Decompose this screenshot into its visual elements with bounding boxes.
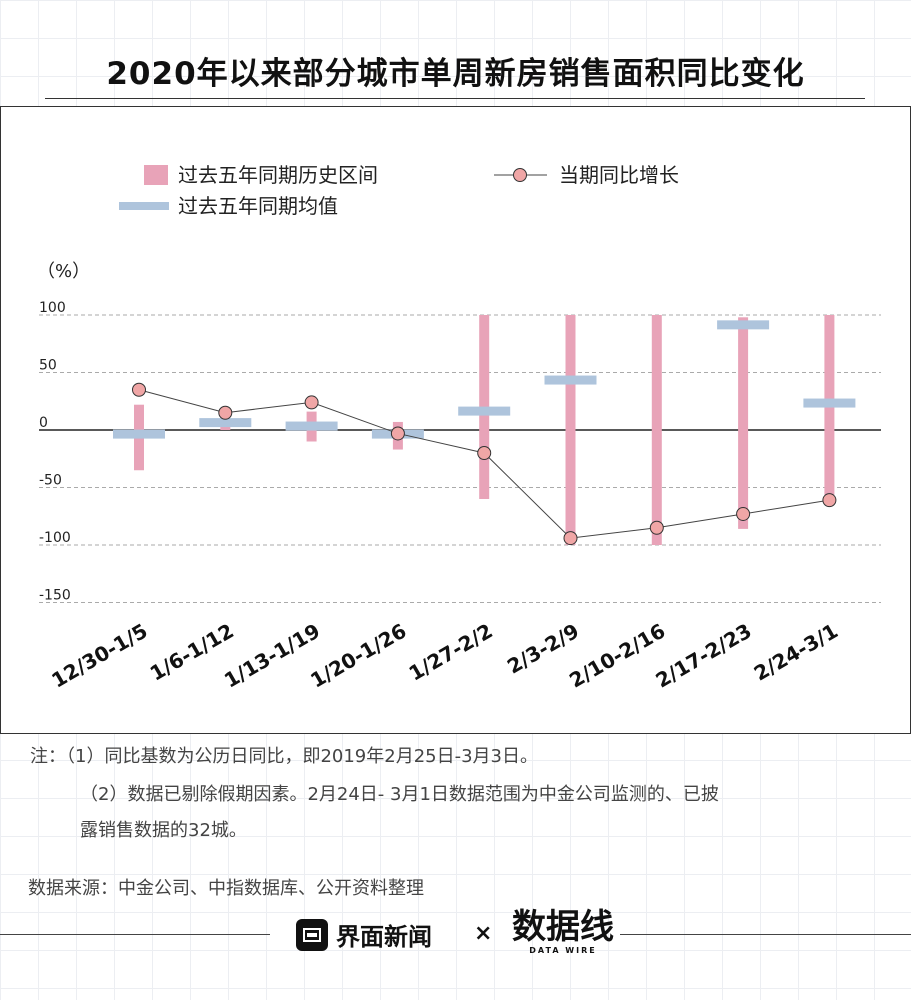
- title-divider: [45, 98, 865, 99]
- jiemian-logo: 界面新闻: [296, 917, 432, 952]
- grid-layer: [39, 314, 881, 603]
- growth-point: [649, 520, 664, 535]
- mean-bar: [803, 398, 856, 408]
- growth-point: [477, 446, 492, 460]
- legend-mean-swatch: [119, 202, 169, 210]
- footer-rule-left: [0, 934, 270, 935]
- chart-frame: 100 50 0 -50 -100 -150 （%） 12/30-1/5 1/6-1/12 1/1…: [0, 106, 911, 734]
- growth-point: [132, 382, 146, 397]
- footer-rule-right: [620, 934, 911, 935]
- growth-point: [218, 405, 233, 420]
- jiemian-logo-icon: [296, 918, 328, 951]
- legend-range-label: 过去五年同期历史区间: [178, 163, 378, 187]
- y-axis-label: （%）: [37, 261, 90, 282]
- growth-point: [563, 531, 578, 546]
- y-tick-label: -150: [39, 588, 71, 604]
- legend-line-marker: [513, 168, 527, 182]
- range-bar: [565, 315, 576, 545]
- y-tick-label: 100: [39, 300, 66, 316]
- x-tick-label: 1/27-2/2: [405, 619, 497, 686]
- y-tick-label: -100: [39, 530, 71, 546]
- mean-bar: [285, 421, 338, 431]
- datawire-logo-text: 数据线: [512, 907, 614, 947]
- range-bar: [738, 317, 749, 529]
- growth-point: [736, 506, 751, 521]
- legend-range-swatch: [144, 165, 168, 185]
- mean-bar: [458, 406, 511, 416]
- y-tick-label: 50: [39, 358, 57, 374]
- range-bar: [651, 315, 662, 545]
- data-source: 数据来源：中金公司、中指数据库、公开资料整理: [28, 878, 424, 899]
- chart-title: 2020年以来部分城市单周新房销售面积同比变化: [106, 56, 805, 92]
- mean-bar: [717, 320, 770, 330]
- legend-mean-label: 过去五年同期均值: [178, 194, 338, 218]
- growth-point: [304, 395, 319, 410]
- growth-point: [390, 426, 405, 441]
- note-line-1: 注：（1）同比基数为公历日同比，即2019年2月25日-3月3日。: [30, 746, 539, 767]
- chart-svg: 100500-50-100-150（%）12/30-1/51/6-1/121/1…: [37, 163, 881, 693]
- mean-bar: [199, 418, 252, 428]
- legend-line-label: 当期同比增长: [559, 163, 679, 187]
- x-tick-label: 2/24-3/1: [750, 619, 842, 686]
- note-line-3: 露销售数据的32城。: [80, 820, 247, 841]
- jiemian-logo-text: 界面新闻: [336, 923, 432, 951]
- mean-bar: [544, 375, 597, 385]
- datawire-logo: 数据线 DATA WIRE: [512, 908, 614, 955]
- y-tick-label: -50: [39, 473, 62, 489]
- x-tick-label: 1/13-1/19: [220, 619, 324, 693]
- x-tick-label: 12/30-1/5: [47, 619, 151, 693]
- mean-bar: [113, 429, 165, 439]
- x-tick-label: 2/17-2/23: [651, 619, 755, 693]
- cross-symbol: ×: [474, 921, 493, 946]
- x-tick-label: 2/10-2/16: [565, 619, 669, 693]
- x-tick-label: 1/20-1/26: [306, 619, 410, 693]
- y-tick-label: 0: [39, 415, 48, 431]
- note-line-2: （2）数据已剔除假期因素。2月24日- 3月1日数据范围为中金公司监测的、已披: [80, 784, 719, 805]
- growth-point: [822, 493, 837, 508]
- line-layer: [132, 382, 837, 546]
- datawire-logo-subtext: DATA WIRE: [529, 946, 597, 955]
